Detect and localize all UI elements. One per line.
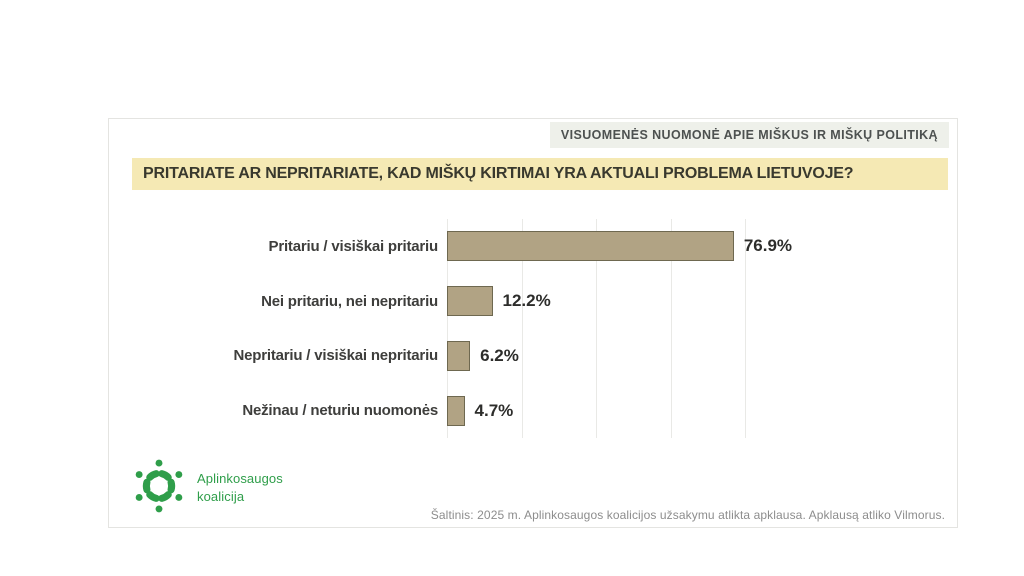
gridline-20pct: [521, 219, 523, 438]
chart-title: PRITARIATE AR NEPRITARIATE, KAD MIŠKŲ KI…: [132, 158, 948, 190]
gridline-0pct: [447, 219, 448, 438]
logo-text-line1: Aplinkosaugos: [197, 471, 283, 487]
chart-row: Nežinau / neturiu nuomonės 4.7%: [109, 395, 957, 426]
bar: [447, 286, 493, 317]
gridline-60pct: [670, 219, 672, 438]
bar-chart: Pritariu / visiškai pritariu 76.9% Nei pri…: [109, 219, 957, 438]
infographic-card: VISUOMENĖS NUOMONĖ APIE MIŠKUS IR MIŠKŲ …: [108, 118, 958, 528]
category-label: Pritariu / visiškai pritariu: [268, 237, 439, 255]
value-label: 6.2%: [480, 345, 519, 365]
category-label: Nepritariu / visiškai nepritariu: [233, 347, 438, 365]
org-logo: Aplinkosaugos koalicija: [130, 457, 283, 519]
chart-row: Nei pritariu, nei nepritariu 12.2%: [109, 286, 957, 317]
bar: [447, 340, 471, 371]
logo-text: Aplinkosaugos koalicija: [197, 470, 283, 505]
chart-row: Nepritariu / visiškai nepritariu 6.2%: [109, 340, 957, 371]
source-note: Šaltinis: 2025 m. Aplinkosaugos koalicij…: [430, 508, 945, 522]
value-label: 4.7%: [474, 400, 514, 420]
bar: [447, 231, 734, 262]
category-label: Nei pritariu, nei nepritariu: [261, 292, 438, 310]
logo-text-line2: koalicija: [197, 489, 245, 504]
value-label: 76.9%: [743, 236, 793, 256]
series-kicker: VISUOMENĖS NUOMONĖ APIE MIŠKUS IR MIŠKŲ …: [549, 122, 949, 148]
aplinkosaugos-koalicija-logo-icon: [130, 457, 188, 520]
value-label: 12.2%: [502, 291, 551, 311]
category-label: Nežinau / neturiu nuomonės: [242, 402, 438, 420]
chart-row: Pritariu / visiškai pritariu 76.9%: [109, 231, 957, 262]
gridline-40pct: [596, 219, 598, 438]
bar: [447, 395, 465, 426]
gridline-80pct: [745, 219, 747, 438]
